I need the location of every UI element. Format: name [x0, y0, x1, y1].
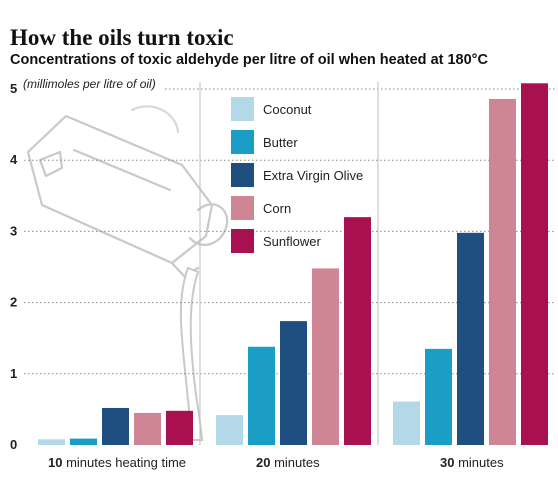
legend-swatch — [231, 229, 254, 253]
x-tick-label: 10 minutes heating time — [48, 455, 186, 470]
bar — [489, 98, 516, 445]
x-tick-label: 20 minutes — [256, 455, 320, 470]
y-tick-label: 2 — [10, 295, 17, 310]
legend-label: Butter — [263, 135, 298, 150]
category-dividers — [199, 82, 379, 445]
bar — [280, 321, 307, 445]
bar — [134, 412, 161, 445]
bar — [457, 232, 484, 445]
bar — [38, 439, 65, 445]
bar — [344, 217, 371, 445]
bar — [393, 401, 420, 445]
x-tick-label: 30 minutes — [440, 455, 504, 470]
oil-stream-illustration — [179, 266, 204, 441]
legend: Coconut Butter Extra Virgin Olive Corn Sunfl… — [231, 97, 363, 253]
legend-label: Extra Virgin Olive — [263, 168, 363, 183]
legend-swatch — [231, 196, 254, 220]
pouring-jug-illustration — [26, 105, 229, 278]
y-tick-label: 5 — [10, 81, 17, 96]
chart-subtitle: Concentrations of toxic aldehyde per lit… — [10, 52, 488, 68]
legend-label: Sunflower — [263, 234, 321, 249]
bar — [216, 415, 243, 445]
legend-swatch — [231, 163, 254, 187]
bar — [70, 438, 97, 445]
bar — [312, 268, 339, 445]
bar — [248, 346, 275, 445]
chart-title: How the oils turn toxic — [10, 25, 234, 50]
legend-label: Corn — [263, 201, 291, 216]
x-tick-labels: 10 minutes heating time 20 minutes 30 minu… — [48, 455, 504, 470]
bar — [425, 348, 452, 445]
bar — [102, 407, 129, 445]
legend-label: Coconut — [263, 102, 312, 117]
bars — [38, 83, 548, 445]
y-axis-label: (millimoles per litre of oil) — [23, 77, 156, 91]
legend-swatch — [231, 130, 254, 154]
y-tick-labels: 0 1 2 3 4 5 — [10, 81, 18, 452]
y-tick-label: 0 — [10, 437, 17, 452]
bar — [521, 83, 548, 445]
y-tick-label: 3 — [10, 223, 17, 238]
legend-swatch — [231, 97, 254, 121]
y-tick-label: 4 — [10, 152, 18, 167]
bar — [166, 410, 193, 445]
y-tick-label: 1 — [10, 366, 17, 381]
